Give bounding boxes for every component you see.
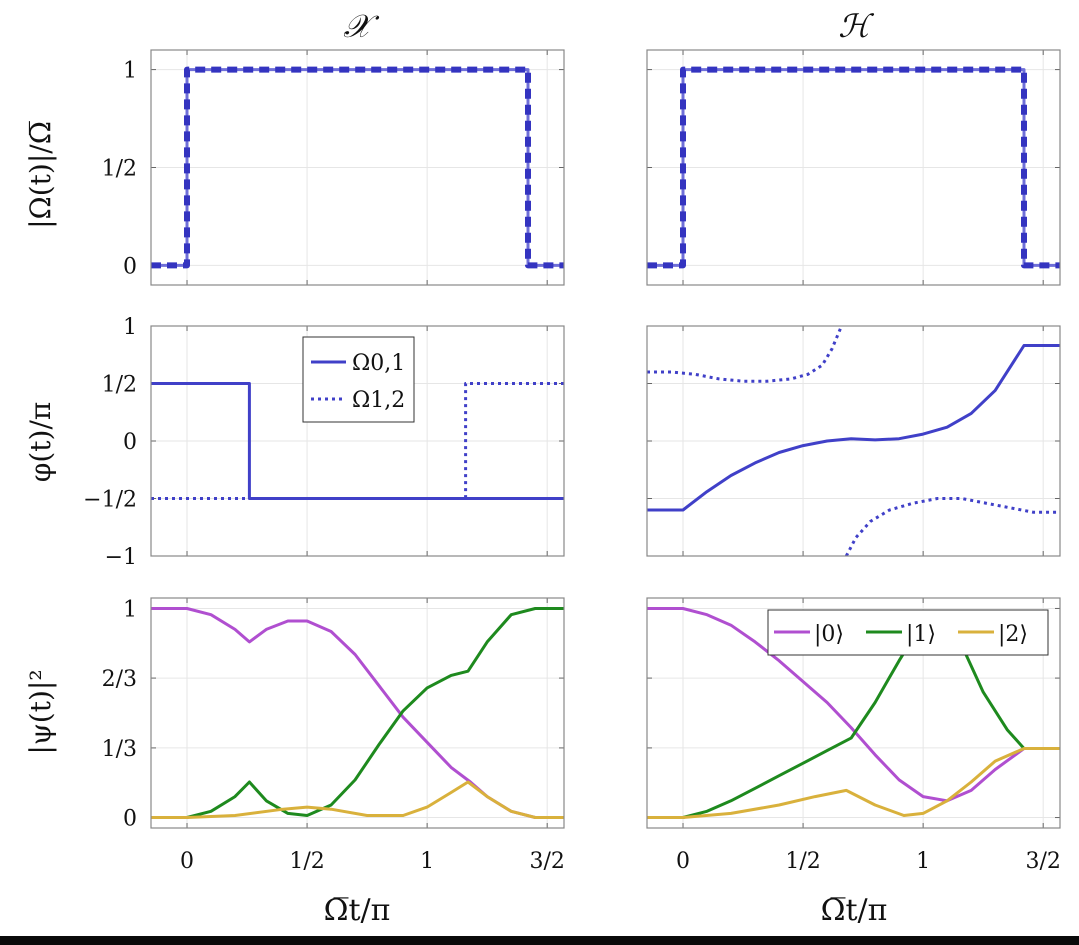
x-tick-label: 3/2	[1025, 849, 1060, 874]
y-tick-label: 0	[123, 807, 137, 832]
x-tick-label: 1	[420, 849, 434, 874]
legend-label: |2⟩	[998, 622, 1028, 647]
X-amplitude-series-s1	[151, 66, 564, 269]
H-phase-series-s0	[647, 344, 1060, 512]
xlabel-left: Ω̅t/π	[324, 893, 391, 928]
axes-frame	[646, 49, 1061, 286]
H-population-series-0	[647, 607, 1060, 803]
axes-frame	[646, 325, 1061, 557]
axes-frame	[150, 49, 565, 286]
column-title-x: 𝒳	[343, 7, 380, 45]
legend-label: |0⟩	[814, 622, 844, 647]
X-population-series-2	[151, 780, 564, 819]
y-tick-label: 1	[123, 315, 137, 340]
axes-frame	[150, 597, 565, 829]
x-tick-label: 1/2	[785, 849, 820, 874]
H-phase-series-s1	[647, 326, 843, 383]
axes-frame	[646, 597, 1061, 829]
y-tick-label: 1	[123, 597, 137, 622]
axes-frame	[150, 325, 565, 557]
y-tick-label: 0	[123, 430, 137, 455]
legend-label: |1⟩	[906, 622, 936, 647]
ylabel-amplitude: |Ω(t)|/Ω̅	[24, 121, 57, 229]
y-tick-label: 0	[123, 254, 137, 279]
X-population-series-1	[151, 607, 564, 819]
y-tick-label: −1/2	[83, 488, 137, 513]
legend-label: Ω0,1	[352, 351, 405, 376]
H-phase-panel	[646, 325, 1061, 557]
y-tick-label: 1/2	[102, 373, 137, 398]
y-tick-label: 1/2	[102, 157, 137, 182]
legend-label: Ω1,2	[352, 388, 405, 413]
X-amplitude-panel: 0 1/2 1	[102, 49, 565, 286]
y-tick-label: 1	[123, 59, 137, 84]
column-title-h: ℋ	[838, 7, 874, 45]
H-amplitude-panel	[646, 49, 1061, 286]
legend-phase: Ω0,1 Ω1,2	[302, 336, 415, 423]
H-population-panel: 0 1/2 1 3/2 |0⟩ |1⟩ |2⟩	[646, 597, 1061, 874]
X-phase-series-01	[151, 382, 564, 500]
X-phase-series-12	[151, 382, 564, 500]
X-phase-panel: −1 −1/2 0 1/2 1 Ω0,1 Ω1,2	[83, 315, 565, 570]
y-tick-label: 1/3	[102, 737, 137, 762]
H-population-series-1	[647, 617, 1060, 819]
x-tick-label: 3/2	[529, 849, 564, 874]
H-phase-series-s2	[844, 497, 1060, 556]
x-tick-label: 1/2	[289, 849, 324, 874]
H-amplitude-series-s1	[647, 66, 1060, 269]
x-tick-label: 0	[676, 849, 690, 874]
x-tick-label: 0	[180, 849, 194, 874]
panels: 0 1/2 1 −1 −1/2 0 1/2 1 Ω0,1 Ω1,2 0 1/2 1 3/2 0 1/3 2/3 1…	[83, 49, 1061, 874]
legend-population: |0⟩ |1⟩ |2⟩	[767, 609, 1049, 656]
x-tick-label: 1	[916, 849, 930, 874]
bottom-bar	[0, 936, 1079, 945]
H-population-series-2	[647, 747, 1060, 819]
y-tick-label: −1	[105, 545, 137, 570]
y-tick-label: 2/3	[102, 667, 137, 692]
ylabel-population: |ψ(t)|²	[24, 669, 57, 754]
X-population-series-0	[151, 607, 564, 819]
xlabel-right: Ω̅t/π	[821, 893, 888, 928]
ylabel-phase: φ(t)/π	[24, 402, 57, 483]
X-population-panel: 0 1/2 1 3/2 0 1/3 2/3 1	[102, 597, 565, 874]
